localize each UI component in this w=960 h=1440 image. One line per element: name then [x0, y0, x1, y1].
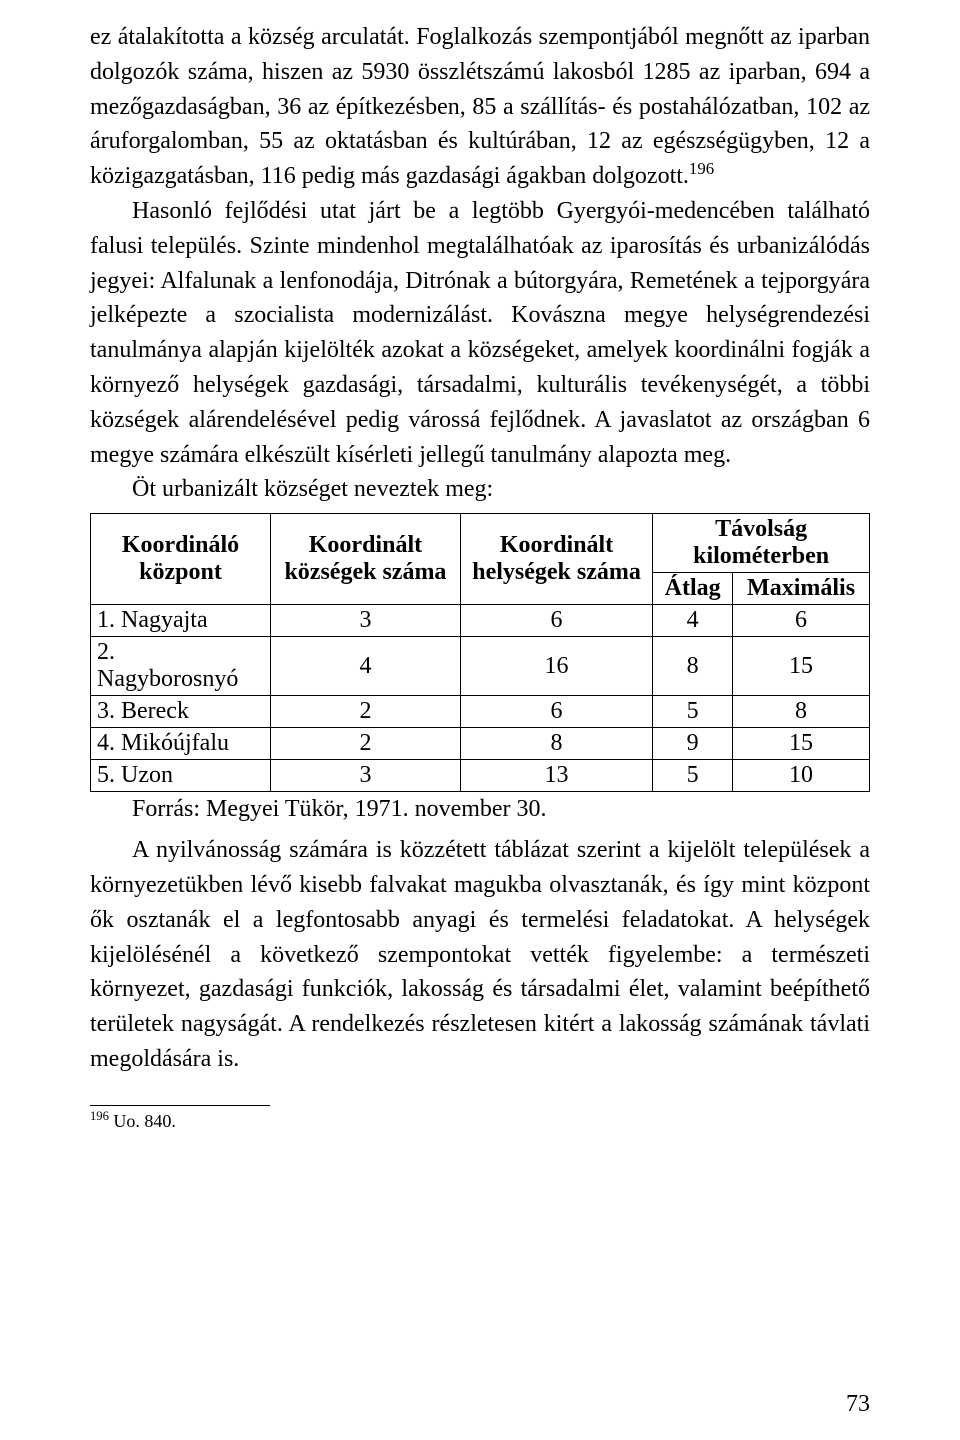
footnote-196: 196 Uo. 840.: [90, 1110, 870, 1133]
th-atlag: Átlag: [653, 573, 733, 605]
footnote-marker: 196: [90, 1109, 109, 1123]
table-row: 5. Uzon 3 13 5 10: [91, 760, 870, 792]
cell: 15: [733, 637, 870, 696]
footnote-text: Uo. 840.: [109, 1111, 176, 1131]
cell: 6: [460, 696, 652, 728]
cell: 10: [733, 760, 870, 792]
footnote-rule: [90, 1105, 270, 1106]
table-row: 1. Nagyajta 3 6 4 6: [91, 605, 870, 637]
coord-table: Koordináló központ Koordinált községek s…: [90, 513, 870, 792]
cell-name: 1. Nagyajta: [91, 605, 271, 637]
page: ez átalakította a község arculatát. Fogl…: [0, 0, 960, 1440]
cell: 6: [733, 605, 870, 637]
cell-name: 4. Mikóújfalu: [91, 728, 271, 760]
th-koordinalo-kozpont: Koordináló központ: [91, 514, 271, 605]
cell: 2: [270, 696, 460, 728]
cell-name: 5. Uzon: [91, 760, 271, 792]
paragraph-2: Hasonló fejlődési utat járt be a legtöbb…: [90, 194, 870, 472]
th-tavolsag: Távolság kilométerben: [653, 514, 870, 573]
table-row: 3. Bereck 2 6 5 8: [91, 696, 870, 728]
th-koordinalt-helysegek: Koordinált helységek száma: [460, 514, 652, 605]
cell: 13: [460, 760, 652, 792]
cell: 5: [653, 760, 733, 792]
cell: 8: [460, 728, 652, 760]
cell: 2: [270, 728, 460, 760]
cell: 9: [653, 728, 733, 760]
cell: 3: [270, 760, 460, 792]
table-source: Forrás: Megyei Tükör, 1971. november 30.: [132, 796, 870, 823]
table-row: 2. Nagyborosnyó 4 16 8 15: [91, 637, 870, 696]
cell: 4: [653, 605, 733, 637]
body-text: ez átalakította a község arculatát. Fogl…: [90, 20, 870, 507]
paragraph-1: ez átalakította a község arculatát. Fogl…: [90, 20, 870, 194]
table-row: 4. Mikóújfalu 2 8 9 15: [91, 728, 870, 760]
th-koordinalt-kozsegek: Koordinált községek száma: [270, 514, 460, 605]
page-number: 73: [846, 1391, 870, 1418]
p1a: ez átalakította a község arculatát.: [90, 24, 410, 50]
cell: 16: [460, 637, 652, 696]
cell: 15: [733, 728, 870, 760]
paragraph-4: A nyilvánosság számára is közzétett tábl…: [90, 833, 870, 1077]
th-max: Maximális: [733, 573, 870, 605]
cell: 4: [270, 637, 460, 696]
cell: 5: [653, 696, 733, 728]
footnote-ref-196: 196: [689, 159, 714, 178]
body-text-after: A nyilvánosság számára is közzétett tábl…: [90, 833, 870, 1077]
paragraph-3: Öt urbanizált községet neveztek meg:: [90, 472, 870, 507]
cell: 8: [733, 696, 870, 728]
cell: 8: [653, 637, 733, 696]
cell: 3: [270, 605, 460, 637]
cell-name: 3. Bereck: [91, 696, 271, 728]
cell: 6: [460, 605, 652, 637]
cell-name: 2. Nagyborosnyó: [91, 637, 271, 696]
